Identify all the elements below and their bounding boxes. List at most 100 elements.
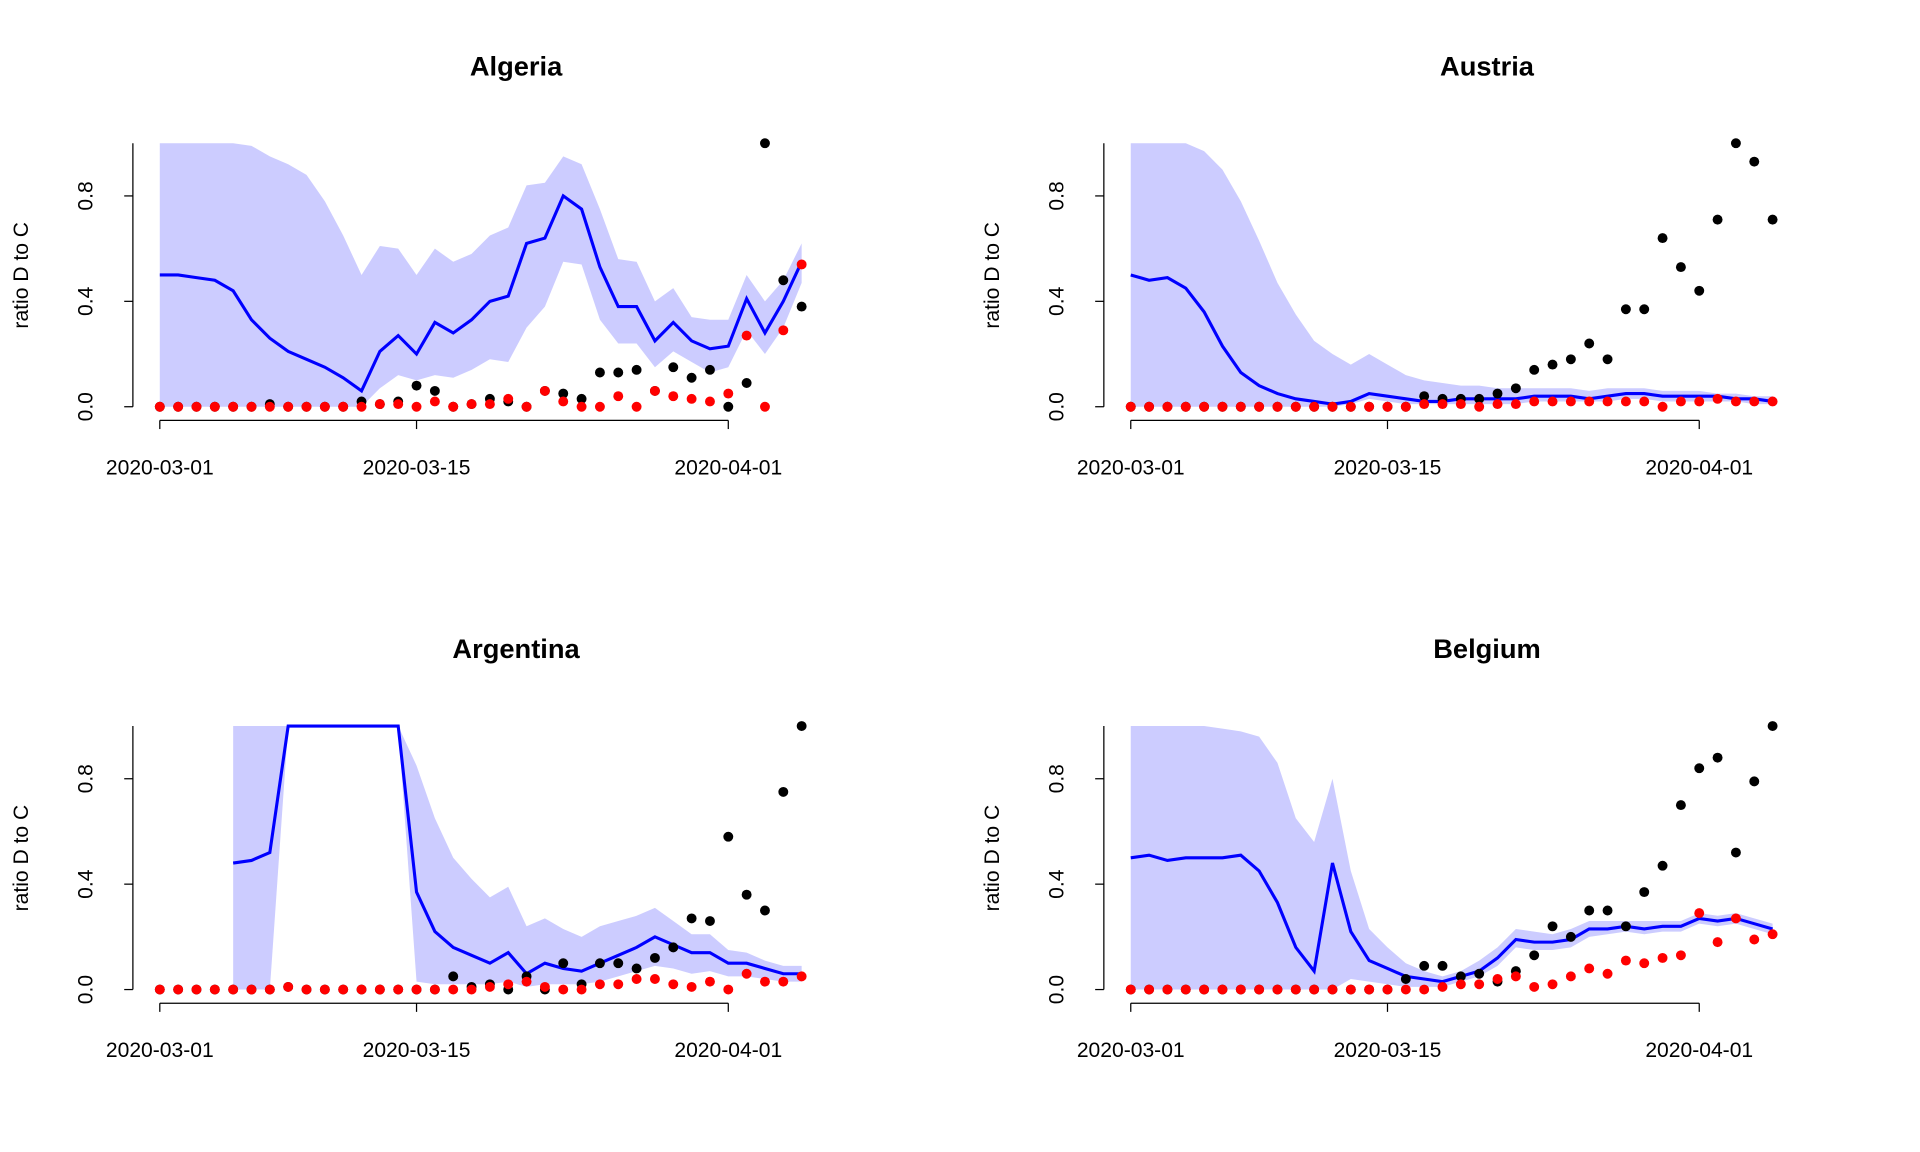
- data-point: [1474, 401, 1485, 412]
- data-point: [1657, 860, 1668, 871]
- estimate-line: [159, 193, 804, 394]
- data-point: [594, 958, 605, 969]
- y-tick-label: 0.0: [1046, 392, 1069, 421]
- data-point: [1602, 354, 1613, 365]
- data-point: [1492, 399, 1503, 410]
- data-point: [1235, 984, 1246, 995]
- data-point: [686, 393, 697, 404]
- x-tick-label: 2020-03-15: [1334, 1039, 1442, 1062]
- data-point: [704, 364, 715, 375]
- x-tick-label: 2020-04-01: [674, 1039, 782, 1062]
- data-point: [1602, 396, 1613, 407]
- data-point: [1144, 984, 1155, 995]
- data-point: [760, 401, 770, 412]
- panel-title: Austria: [1440, 50, 1535, 81]
- data-point: [521, 401, 532, 412]
- data-point: [264, 984, 275, 995]
- data-point: [723, 984, 734, 995]
- data-point: [1180, 401, 1191, 412]
- data-point: [1144, 401, 1155, 412]
- data-point: [319, 984, 330, 995]
- x-tick-label: 2020-04-01: [674, 456, 782, 479]
- data-point: [1712, 937, 1723, 948]
- data-point: [1584, 905, 1595, 916]
- data-point: [154, 984, 165, 995]
- data-point: [778, 325, 789, 336]
- data-point: [741, 330, 752, 341]
- confidence-band: [1130, 143, 1773, 407]
- data-point: [1639, 958, 1650, 969]
- data-point: [1455, 979, 1466, 990]
- y-axis-label: ratio D to C: [981, 222, 1004, 329]
- data-point: [1749, 934, 1760, 945]
- data-point: [558, 388, 569, 399]
- data-point: [1547, 979, 1558, 990]
- data-point: [723, 831, 734, 842]
- data-point: [1217, 984, 1228, 995]
- data-point: [283, 981, 294, 992]
- data-point: [356, 401, 367, 412]
- data-point: [228, 401, 239, 412]
- data-point: [631, 401, 642, 412]
- data-point: [741, 889, 752, 900]
- estimate-line: [1130, 853, 1774, 984]
- data-point: [668, 942, 679, 953]
- data-point: [1565, 396, 1576, 407]
- data-point: [686, 913, 697, 924]
- data-point: [503, 979, 514, 990]
- data-point: [760, 138, 770, 149]
- x-tick-label: 2020-03-15: [363, 456, 471, 479]
- data-point: [1694, 396, 1705, 407]
- data-point: [411, 984, 422, 995]
- data-point: [796, 721, 807, 732]
- data-point: [466, 984, 477, 995]
- data-point: [1474, 979, 1485, 990]
- y-tick-label: 0.0: [75, 975, 98, 1004]
- data-point: [1492, 974, 1503, 984]
- x-tick-label: 2020-04-01: [1645, 456, 1753, 479]
- data-point: [576, 984, 587, 995]
- data-point: [1767, 929, 1778, 940]
- data-point: [1602, 905, 1613, 916]
- data-point: [704, 396, 715, 407]
- data-point: [778, 976, 789, 987]
- data-point: [1419, 984, 1430, 995]
- data-point: [594, 401, 605, 412]
- data-point: [1694, 908, 1705, 919]
- data-point: [1547, 396, 1558, 407]
- data-point: [558, 958, 569, 969]
- data-point: [796, 301, 807, 312]
- data-point: [1749, 776, 1760, 787]
- data-point: [466, 399, 477, 410]
- confidence-band: [159, 143, 802, 407]
- y-axis-label: ratio D to C: [10, 222, 33, 329]
- data-point: [1620, 396, 1631, 407]
- data-point: [209, 984, 220, 995]
- data-point: [1345, 984, 1356, 995]
- data-point: [1272, 984, 1283, 995]
- data-point: [760, 976, 770, 987]
- data-point: [356, 984, 367, 995]
- data-point: [1529, 950, 1540, 961]
- data-point: [1565, 354, 1576, 365]
- data-point: [1327, 401, 1338, 412]
- data-point: [1199, 984, 1210, 995]
- data-point: [173, 984, 184, 995]
- data-point: [1565, 971, 1576, 982]
- data-point: [429, 984, 440, 995]
- data-point: [1400, 974, 1411, 984]
- panel-title: Algeria: [470, 50, 563, 81]
- y-axis-label: ratio D to C: [981, 805, 1004, 912]
- data-point: [1254, 401, 1265, 412]
- data-point: [539, 385, 550, 396]
- data-point: [1382, 984, 1393, 995]
- data-point: [283, 401, 294, 412]
- data-point: [1639, 304, 1650, 315]
- y-tick-label: 0.0: [1046, 975, 1069, 1004]
- panel: Belgium ratio D to C 0.0 0.4 0.8 2020-03-01 20…: [981, 633, 1778, 1062]
- data-point: [1529, 396, 1540, 407]
- data-point: [1675, 950, 1686, 961]
- y-tick-label: 0.8: [75, 181, 98, 210]
- data-point: [1125, 401, 1136, 412]
- data-point: [649, 952, 660, 963]
